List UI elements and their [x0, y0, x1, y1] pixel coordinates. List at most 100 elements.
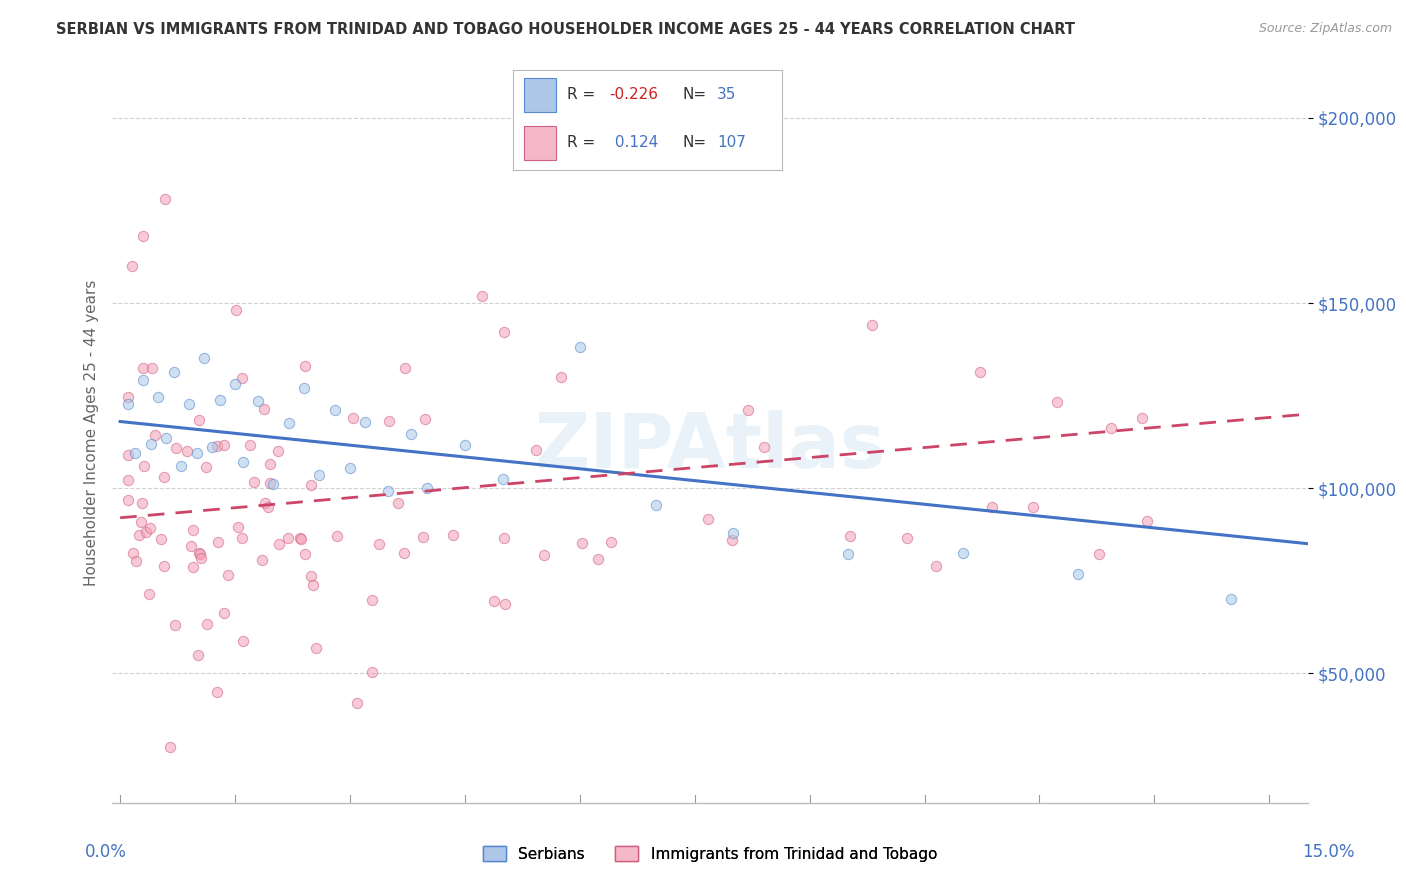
Point: [299, 477, 322, 491]
Point: [231, 531, 253, 545]
Point: [294, 547, 316, 561]
Point: [117, 473, 139, 487]
Point: [568, 341, 591, 355]
Point: [159, 740, 181, 755]
Point: [837, 547, 859, 561]
Point: [143, 428, 166, 442]
Point: [193, 351, 215, 365]
Point: [294, 359, 316, 373]
Point: [224, 376, 246, 391]
Point: [190, 551, 212, 566]
Point: [339, 460, 361, 475]
Point: [645, 498, 668, 512]
Point: [250, 552, 273, 566]
Point: [838, 529, 860, 543]
Point: [124, 446, 146, 460]
Point: [195, 617, 218, 632]
Point: [155, 431, 177, 445]
Point: [163, 618, 186, 632]
Point: [187, 648, 209, 662]
Legend: Serbians, Immigrants from Trinidad and Tobago: Serbians, Immigrants from Trinidad and T…: [484, 846, 936, 862]
Point: [413, 411, 436, 425]
Point: [232, 455, 254, 469]
Point: [214, 438, 236, 452]
Point: [188, 547, 211, 561]
Point: [177, 397, 200, 411]
Text: ZIPAtlas: ZIPAtlas: [534, 410, 886, 484]
Point: [305, 640, 328, 655]
Point: [308, 468, 330, 483]
Point: [533, 548, 555, 562]
Point: [225, 302, 247, 317]
Point: [277, 532, 299, 546]
Point: [262, 477, 284, 491]
Point: [1067, 567, 1090, 582]
Point: [896, 531, 918, 545]
Point: [239, 438, 262, 452]
Point: [247, 394, 270, 409]
Point: [737, 403, 759, 417]
Point: [243, 475, 266, 490]
Point: [571, 536, 593, 550]
Point: [471, 289, 494, 303]
Point: [138, 521, 160, 535]
Point: [1046, 395, 1069, 409]
Point: [588, 551, 610, 566]
Point: [170, 458, 193, 473]
Point: [267, 443, 290, 458]
Point: [207, 535, 229, 549]
Point: [181, 523, 204, 537]
Point: [492, 472, 515, 486]
Point: [139, 436, 162, 450]
Text: SERBIAN VS IMMIGRANTS FROM TRINIDAD AND TOBAGO HOUSEHOLDER INCOME AGES 25 - 44 Y: SERBIAN VS IMMIGRANTS FROM TRINIDAD AND …: [56, 22, 1076, 37]
Point: [492, 531, 515, 545]
Point: [259, 475, 281, 490]
Point: [392, 546, 415, 560]
Point: [301, 578, 323, 592]
Point: [368, 537, 391, 551]
Point: [1099, 421, 1122, 435]
Point: [231, 371, 253, 385]
Point: [377, 483, 399, 498]
Point: [195, 460, 218, 475]
Point: [550, 370, 572, 384]
Point: [257, 500, 280, 514]
Point: [122, 545, 145, 559]
Point: [361, 665, 384, 679]
Point: [482, 593, 505, 607]
Y-axis label: Householder Income Ages 25 - 44 years: Householder Income Ages 25 - 44 years: [83, 279, 98, 586]
Point: [117, 448, 139, 462]
Point: [132, 229, 155, 244]
Point: [217, 568, 239, 582]
Point: [141, 361, 163, 376]
Point: [131, 496, 153, 510]
Point: [354, 415, 377, 429]
Point: [205, 685, 228, 699]
Point: [187, 546, 209, 560]
Point: [290, 533, 312, 547]
Point: [165, 441, 187, 455]
Point: [152, 469, 174, 483]
Point: [180, 539, 202, 553]
Point: [253, 402, 276, 417]
Point: [952, 546, 974, 560]
Point: [412, 530, 434, 544]
Point: [346, 696, 368, 710]
Point: [495, 597, 517, 611]
Point: [1220, 592, 1243, 607]
Point: [394, 360, 416, 375]
Point: [378, 414, 401, 428]
Point: [415, 481, 437, 495]
Point: [860, 318, 883, 332]
Point: [454, 437, 477, 451]
Point: [201, 441, 224, 455]
Point: [163, 366, 186, 380]
Point: [1132, 411, 1154, 425]
Point: [132, 373, 155, 387]
Point: [228, 519, 250, 533]
Point: [720, 533, 742, 548]
Point: [721, 525, 744, 540]
Point: [117, 390, 139, 404]
Point: [267, 537, 290, 551]
Point: [752, 440, 775, 454]
